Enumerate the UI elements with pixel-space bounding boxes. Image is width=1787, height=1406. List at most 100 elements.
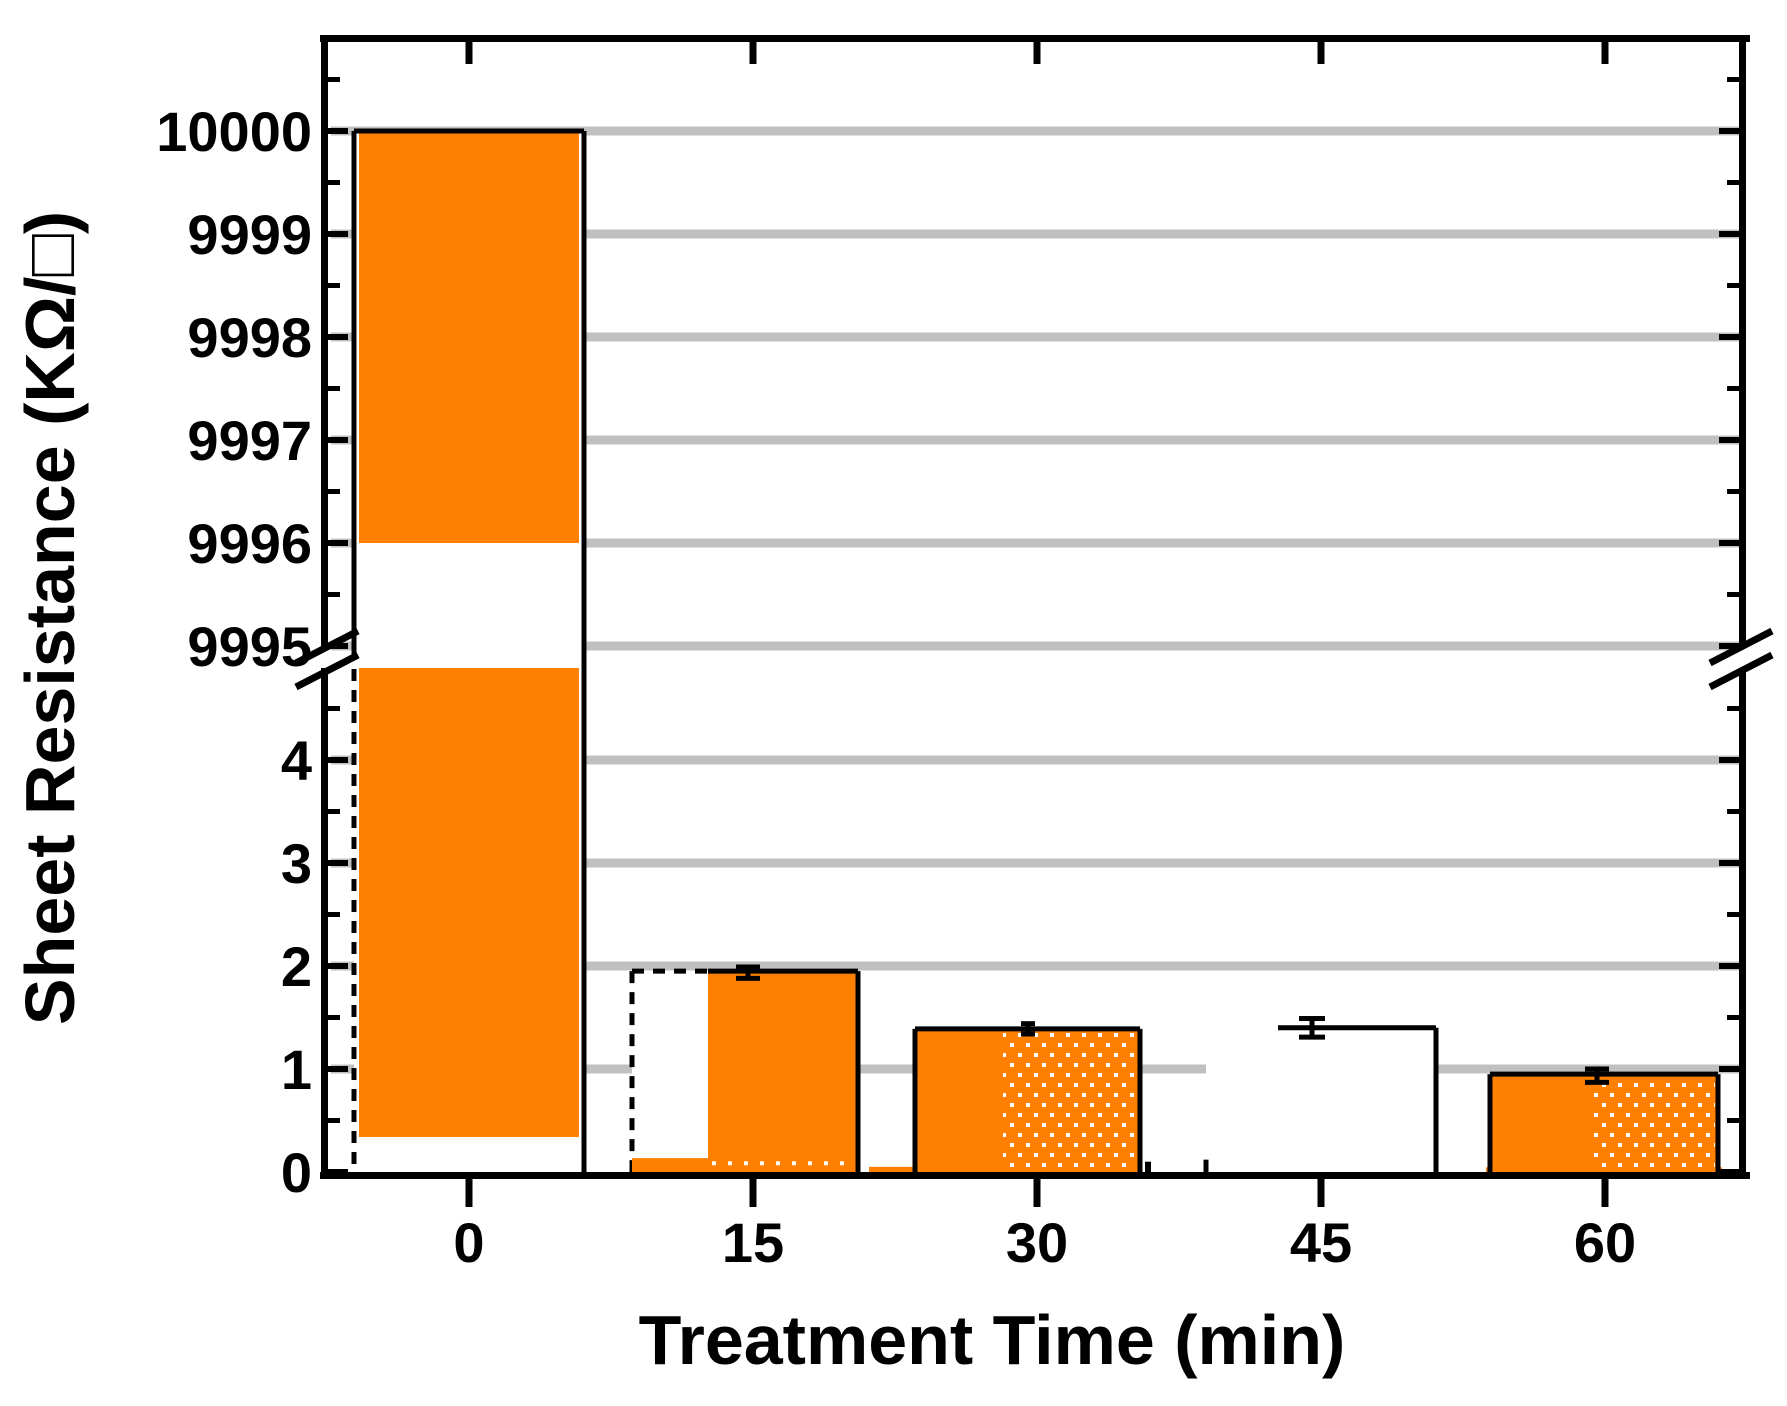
y-major-tick <box>328 757 348 763</box>
y-tick-label: 3 <box>281 832 312 895</box>
y-tick-label: 1 <box>281 1038 312 1101</box>
gridline <box>331 858 1743 868</box>
gridline <box>331 126 1743 136</box>
tick-labels: 10000 9999 9998 9997 9996 9995 4 3 2 1 0 0 15 30 45 60 <box>156 100 1636 1274</box>
bar-group-0min <box>351 128 587 1172</box>
x-tick-label: 15 <box>722 1211 784 1274</box>
x-tick-label: 45 <box>1290 1211 1352 1274</box>
x-major-tick <box>1033 1179 1041 1207</box>
bar-dot-pattern <box>1590 1077 1715 1170</box>
gridline <box>331 538 1743 548</box>
y-major-tick <box>328 128 348 134</box>
error-bar <box>1299 1016 1325 1040</box>
y-minor-tick <box>1727 77 1739 82</box>
x-top-tick <box>1033 42 1041 64</box>
left-axis <box>321 35 328 648</box>
y-tick-label: 9996 <box>187 512 312 575</box>
x-top-tick <box>465 42 473 64</box>
y-minor-tick <box>1727 809 1739 814</box>
bar-group-15min <box>629 964 861 1172</box>
y-minor-tick <box>1727 386 1739 391</box>
break-slash <box>1708 651 1774 691</box>
error-bar <box>1585 1066 1609 1085</box>
x-major-tick <box>1601 1179 1609 1207</box>
break-slash <box>294 627 360 667</box>
y-minor-tick <box>328 912 340 917</box>
right-axis <box>1739 35 1746 648</box>
y-minor-tick <box>328 1015 340 1020</box>
y-major-tick <box>328 1066 348 1072</box>
y-axis-title: Sheet Resistance (KΩ/□) <box>11 210 89 1026</box>
axes <box>320 35 1750 1179</box>
y-minor-tick <box>328 180 340 185</box>
y-major-tick <box>1719 757 1739 763</box>
y-minor-tick <box>1727 706 1739 711</box>
y-minor-tick <box>328 77 340 82</box>
x-major-tick <box>465 1179 473 1207</box>
artifact-mark <box>1145 1161 1151 1172</box>
error-bar <box>1021 1021 1035 1037</box>
x-major-tick <box>749 1179 757 1207</box>
bars <box>351 128 1722 1172</box>
y-minor-tick <box>1727 1015 1739 1020</box>
x-tick-label: 30 <box>1006 1211 1068 1274</box>
y-major-tick <box>1719 643 1739 649</box>
y-tick-label: 9995 <box>187 615 312 678</box>
y-tick-label: 9998 <box>187 306 312 369</box>
gridline <box>331 332 1743 342</box>
y-major-tick <box>328 963 348 969</box>
y-major-tick <box>328 860 348 866</box>
x-tick-label: 60 <box>1574 1211 1636 1274</box>
bar-fill <box>708 971 858 1172</box>
y-minor-tick <box>328 592 340 597</box>
y-tick-label: 9999 <box>187 203 312 266</box>
break-slash <box>294 651 360 691</box>
x-top-tick <box>749 42 757 64</box>
y-tick-label: 2 <box>281 935 312 998</box>
gridline <box>331 435 1743 445</box>
break-slash <box>1708 627 1774 667</box>
y-minor-tick <box>328 283 340 288</box>
y-minor-tick <box>1727 592 1739 597</box>
y-major-tick <box>328 334 348 340</box>
top-axis <box>320 35 1750 42</box>
gridline <box>331 755 1743 765</box>
bar-group-60min <box>1486 1066 1722 1172</box>
y-major-tick <box>1719 1066 1739 1072</box>
y-tick-label: 9997 <box>187 409 312 472</box>
y-major-tick <box>1719 437 1739 443</box>
bar-fill <box>869 1166 915 1172</box>
error-bar <box>736 964 760 981</box>
bottom-axis <box>320 1172 1750 1179</box>
bar-dot-pattern <box>1003 1031 1137 1170</box>
left-axis <box>321 668 328 1179</box>
bar-fill <box>359 131 579 543</box>
y-minor-tick <box>328 1118 340 1123</box>
y-tick-label: 4 <box>281 729 312 792</box>
y-tick-label: 10000 <box>156 100 312 163</box>
bar-fill <box>632 1158 708 1172</box>
bar-group-45min <box>1145 1016 1439 1172</box>
y-minor-tick <box>328 489 340 494</box>
gridline <box>331 961 1743 971</box>
y-major-tick <box>1719 231 1739 237</box>
bar-group-30min <box>869 1021 1143 1172</box>
y-minor-tick <box>1727 912 1739 917</box>
y-minor-tick <box>328 386 340 391</box>
y-major-tick <box>328 1169 348 1175</box>
y-minor-tick <box>1727 283 1739 288</box>
y-major-tick <box>1719 860 1739 866</box>
y-minor-tick <box>1727 489 1739 494</box>
y-major-tick <box>1719 1169 1739 1175</box>
gridline <box>331 229 1743 239</box>
y-major-tick <box>1719 963 1739 969</box>
y-minor-tick <box>1727 1118 1739 1123</box>
ticks <box>328 42 1739 1207</box>
y-major-tick <box>328 540 348 546</box>
y-minor-tick <box>1727 180 1739 185</box>
y-major-tick <box>1719 540 1739 546</box>
y-minor-tick <box>328 809 340 814</box>
y-major-tick <box>328 231 348 237</box>
